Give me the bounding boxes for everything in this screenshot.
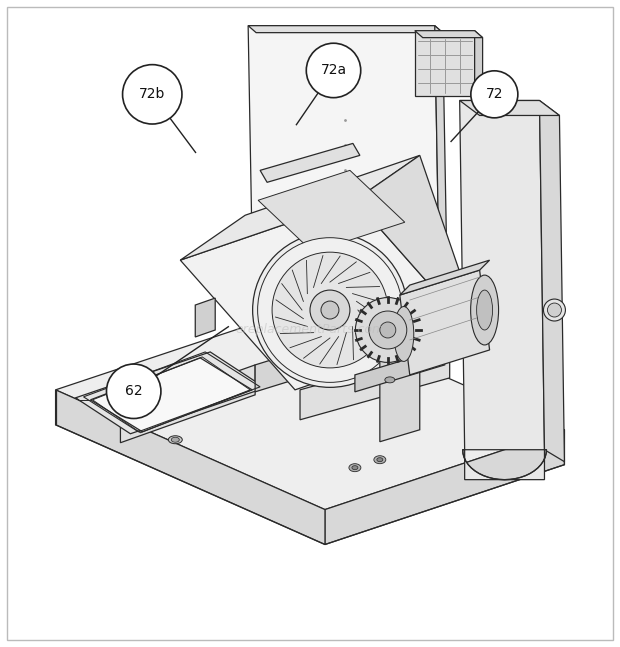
Ellipse shape: [321, 301, 339, 319]
Polygon shape: [120, 365, 255, 443]
Polygon shape: [255, 348, 310, 392]
Polygon shape: [475, 30, 482, 102]
Polygon shape: [56, 390, 325, 545]
Text: 72b: 72b: [139, 87, 166, 102]
Polygon shape: [415, 30, 482, 38]
Ellipse shape: [471, 71, 518, 118]
Polygon shape: [435, 26, 448, 310]
Polygon shape: [260, 144, 360, 182]
Polygon shape: [380, 348, 420, 442]
Ellipse shape: [252, 233, 407, 388]
Ellipse shape: [380, 322, 396, 338]
Ellipse shape: [258, 237, 402, 382]
Polygon shape: [248, 26, 440, 305]
Ellipse shape: [477, 290, 493, 330]
Ellipse shape: [168, 435, 182, 444]
Polygon shape: [459, 100, 544, 450]
Polygon shape: [195, 298, 215, 337]
Polygon shape: [355, 155, 480, 330]
Ellipse shape: [547, 303, 562, 317]
Ellipse shape: [471, 275, 498, 345]
Ellipse shape: [377, 457, 383, 462]
Polygon shape: [76, 352, 265, 433]
Ellipse shape: [385, 377, 395, 383]
Polygon shape: [180, 155, 420, 260]
Polygon shape: [355, 348, 445, 392]
Ellipse shape: [107, 364, 161, 419]
Ellipse shape: [123, 65, 182, 124]
Text: 72: 72: [485, 87, 503, 102]
Ellipse shape: [374, 455, 386, 464]
Polygon shape: [463, 450, 546, 479]
Polygon shape: [258, 170, 405, 252]
Ellipse shape: [352, 466, 358, 470]
Ellipse shape: [306, 43, 361, 98]
Polygon shape: [459, 100, 559, 115]
Polygon shape: [310, 335, 355, 375]
Ellipse shape: [394, 307, 414, 362]
Ellipse shape: [369, 311, 407, 349]
Polygon shape: [400, 260, 490, 295]
Text: 72a: 72a: [321, 63, 347, 78]
Ellipse shape: [544, 299, 565, 321]
Ellipse shape: [355, 298, 420, 362]
Polygon shape: [180, 201, 469, 390]
Polygon shape: [248, 26, 443, 32]
Ellipse shape: [349, 464, 361, 472]
Polygon shape: [325, 430, 564, 545]
Ellipse shape: [171, 437, 179, 443]
Polygon shape: [56, 310, 564, 510]
Polygon shape: [91, 358, 252, 432]
Polygon shape: [415, 30, 475, 96]
Polygon shape: [400, 270, 490, 375]
Polygon shape: [539, 100, 564, 462]
Text: ereplacementParts.com: ereplacementParts.com: [236, 324, 384, 336]
Ellipse shape: [310, 290, 350, 330]
Text: 62: 62: [125, 384, 143, 399]
Ellipse shape: [272, 252, 388, 368]
Polygon shape: [300, 348, 450, 420]
